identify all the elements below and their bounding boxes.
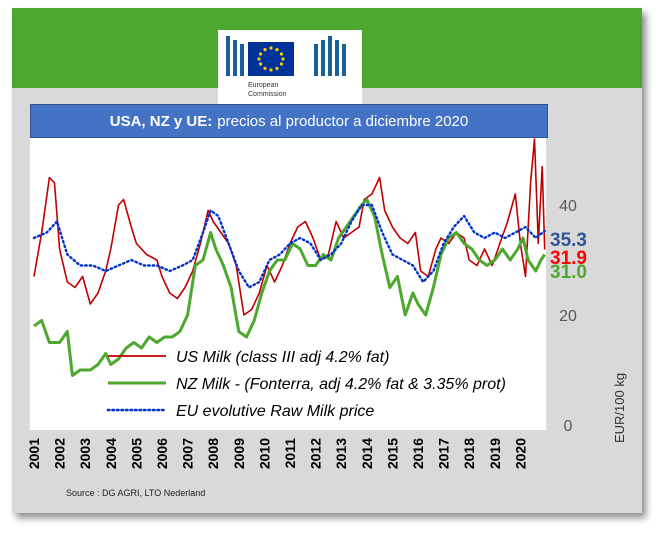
y-axis-label: EUR/100 kg [612,373,627,443]
european-commission-logo: European Commission [218,30,362,104]
end-labels: 35.331.931.0 [550,230,587,283]
chart-title-bold: USA, NZ y UE: [109,112,213,130]
end-value-label-1: 31.0 [550,262,587,283]
x-tick-label: 2004 [103,438,119,469]
series-layer [32,138,546,377]
y-tick-label: 40 [559,198,577,215]
x-tick-label: 2003 [77,438,93,469]
end-value-label-2: 35.3 [550,230,587,251]
legend: US Milk (class III adj 4.2% fat) NZ Milk … [106,349,506,420]
x-tick-label: 2014 [359,438,375,469]
x-tick-label: 2007 [180,438,196,469]
series-line-2 [32,203,546,289]
x-tick-label: 2011 [282,438,298,469]
end-value-label-0: 31.9 [550,248,587,269]
x-tick-label: 2015 [384,438,400,469]
x-tick-label: 2005 [128,438,144,469]
x-tick-label: 2002 [52,438,68,469]
x-tick-label: 2012 [308,438,324,469]
chart-title: USA, NZ y UE: precios al productor a dic… [30,104,548,138]
logo-text-line2: Commission [248,91,287,98]
y-axis-ticks: 0 20 40 [559,198,577,435]
series-line-1 [33,198,546,377]
x-tick-label: 2010 [256,438,272,469]
logo-text-line1: European [248,82,278,89]
legend-label-2: EU evolutive Raw Milk price [176,403,374,420]
source-note: Source : DG AGRI, LTO Nederland [66,488,206,498]
x-tick-label: 2018 [461,438,477,469]
x-tick-label: 2020 [512,438,528,469]
x-axis-ticks: 2001 2002 2003 2004 2005 2006 2007 2008 2009 2010… [26,438,528,469]
legend-label-0: US Milk (class III adj 4.2% fat) [176,349,389,366]
y-tick-label: 0 [564,418,573,435]
x-tick-label: 2006 [154,438,170,469]
plot-area [30,138,546,430]
y-tick-label: 20 [559,308,577,325]
x-tick-label: 2001 [26,438,42,469]
x-tick-label: 2013 [333,438,349,469]
x-tick-label: 2008 [205,438,221,469]
legend-label-1: NZ Milk - (Fonterra, adj 4.2% fat & 3.35… [176,376,506,393]
x-tick-label: 2019 [487,438,503,469]
x-tick-label: 2017 [436,438,452,469]
chart-title-rest: precios al productor a diciembre 2020 [217,112,469,130]
x-tick-label: 2009 [231,438,247,469]
series-line-0 [33,138,546,316]
x-tick-label: 2016 [410,438,426,469]
